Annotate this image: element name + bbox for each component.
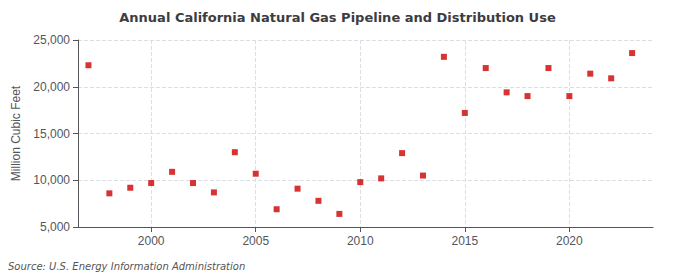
- svg-text:15,000: 15,000: [33, 127, 70, 141]
- svg-text:Annual California Natural Gas: Annual California Natural Gas Pipeline a…: [119, 10, 556, 25]
- svg-text:2005: 2005: [242, 234, 269, 248]
- svg-text:2010: 2010: [347, 234, 374, 248]
- svg-text:25,000: 25,000: [33, 33, 70, 47]
- svg-text:Million Cubic Feet: Million Cubic Feet: [9, 85, 23, 181]
- svg-text:2000: 2000: [138, 234, 165, 248]
- svg-text:Source: U.S. Energy Informatio: Source: U.S. Energy Information Administ…: [8, 261, 245, 272]
- svg-text:10,000: 10,000: [33, 173, 70, 187]
- svg-text:2020: 2020: [556, 234, 583, 248]
- svg-text:5,000: 5,000: [40, 220, 70, 234]
- svg-text:2015: 2015: [451, 234, 478, 248]
- svg-text:20,000: 20,000: [33, 80, 70, 94]
